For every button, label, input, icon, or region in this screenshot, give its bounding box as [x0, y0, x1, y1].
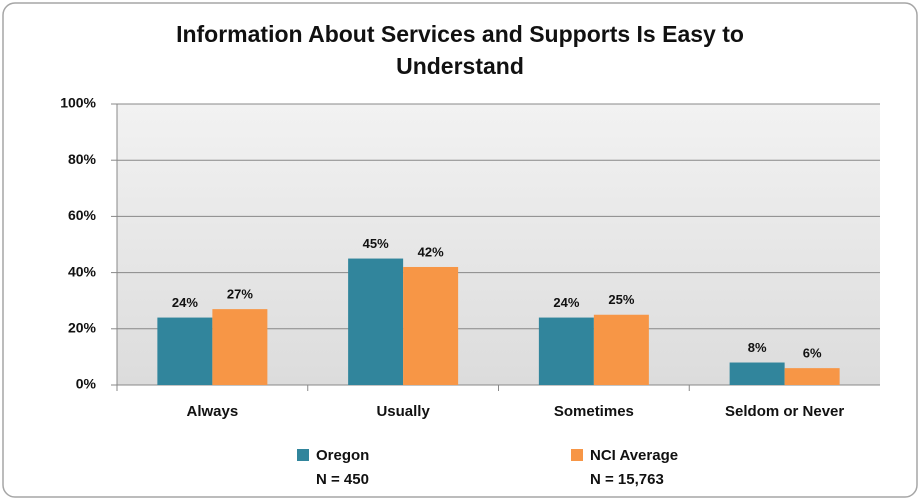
legend-swatch	[297, 449, 309, 461]
y-tick-label: 80%	[68, 151, 97, 167]
bar	[593, 314, 649, 385]
bar	[538, 317, 594, 385]
x-tick-label: Sometimes	[554, 403, 634, 420]
y-tick-label: 20%	[68, 320, 97, 336]
bar	[784, 368, 840, 385]
bar	[403, 266, 459, 385]
legend-label: Oregon	[316, 447, 369, 464]
value-label: 6%	[803, 346, 822, 361]
bar	[157, 317, 213, 385]
value-label: 24%	[553, 295, 579, 310]
bar	[729, 362, 785, 385]
legend-note: N = 450	[316, 471, 369, 488]
y-tick-label: 0%	[76, 376, 97, 392]
value-label: 24%	[172, 295, 198, 310]
value-label: 25%	[608, 292, 634, 307]
x-tick-label: Seldom or Never	[725, 403, 844, 420]
x-tick-label: Always	[187, 403, 239, 420]
legend-swatch	[571, 449, 583, 461]
legend-label: NCI Average	[590, 447, 678, 464]
legend-note: N = 15,763	[590, 471, 664, 488]
value-label: 42%	[418, 244, 444, 259]
value-label: 27%	[227, 287, 253, 302]
y-tick-label: 100%	[60, 95, 96, 111]
y-tick-label: 60%	[68, 207, 97, 223]
value-label: 45%	[363, 236, 389, 251]
chart-title: Information About Services and Supports …	[176, 21, 744, 79]
y-tick-label: 40%	[68, 263, 97, 279]
x-tick-label: Usually	[376, 403, 430, 420]
bar	[212, 309, 268, 385]
value-label: 8%	[748, 340, 767, 355]
bar	[348, 258, 404, 385]
